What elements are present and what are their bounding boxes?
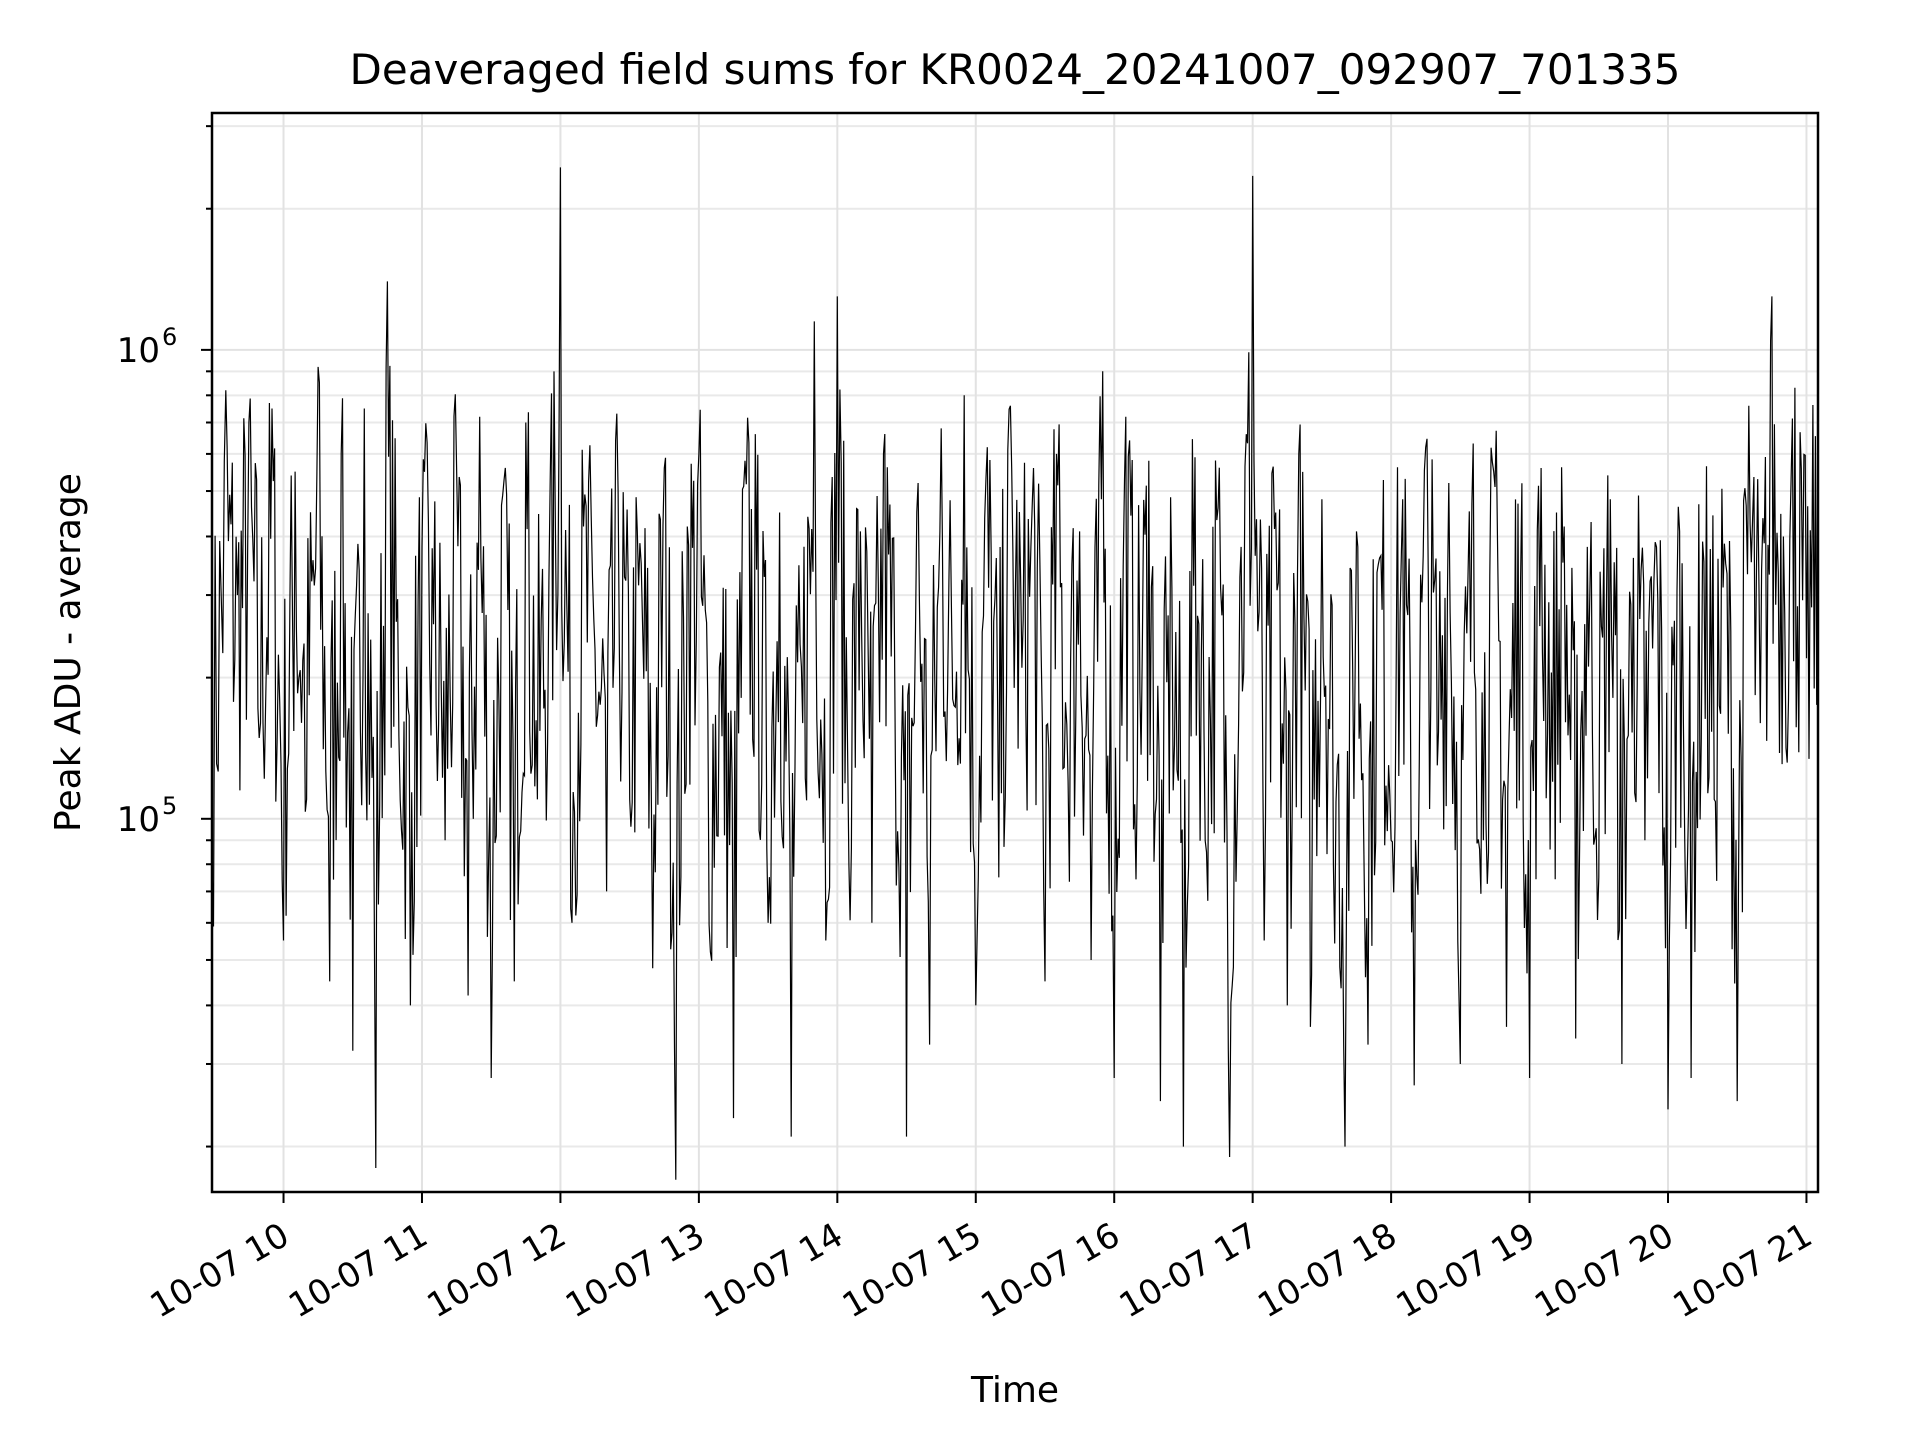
y-tick-label: 10 bbox=[117, 331, 160, 371]
x-tick-label: 10-07 21 bbox=[1667, 1215, 1819, 1326]
plot-frame bbox=[210, 111, 1820, 1194]
x-tick-label: 10-07 12 bbox=[421, 1215, 573, 1326]
grid-lines bbox=[212, 113, 1818, 1192]
x-axis-label: Time bbox=[970, 1370, 1059, 1411]
chart-title: Deaveraged field sums for KR0024_2024100… bbox=[350, 45, 1681, 94]
x-tick-label: 10-07 10 bbox=[144, 1215, 296, 1326]
series-line bbox=[211, 167, 1819, 1180]
x-tick-label: 10-07 13 bbox=[559, 1215, 711, 1326]
y-tick-label: 10 bbox=[117, 800, 160, 840]
y-tick-exponent: 6 bbox=[162, 323, 177, 351]
y-tick-exponent: 5 bbox=[162, 792, 177, 820]
x-tick-label: 10-07 20 bbox=[1528, 1215, 1680, 1326]
x-tick-label: 10-07 11 bbox=[282, 1215, 434, 1326]
x-tick-label: 10-07 15 bbox=[836, 1215, 988, 1326]
x-tick-label: 10-07 14 bbox=[697, 1215, 849, 1326]
x-tick-label: 10-07 17 bbox=[1113, 1215, 1265, 1326]
x-tick-label: 10-07 18 bbox=[1251, 1215, 1403, 1326]
x-tick-label: 10-07 16 bbox=[974, 1215, 1126, 1326]
y-axis-label: Peak ADU - average bbox=[48, 473, 89, 832]
x-tick-label: 10-07 19 bbox=[1390, 1215, 1542, 1326]
